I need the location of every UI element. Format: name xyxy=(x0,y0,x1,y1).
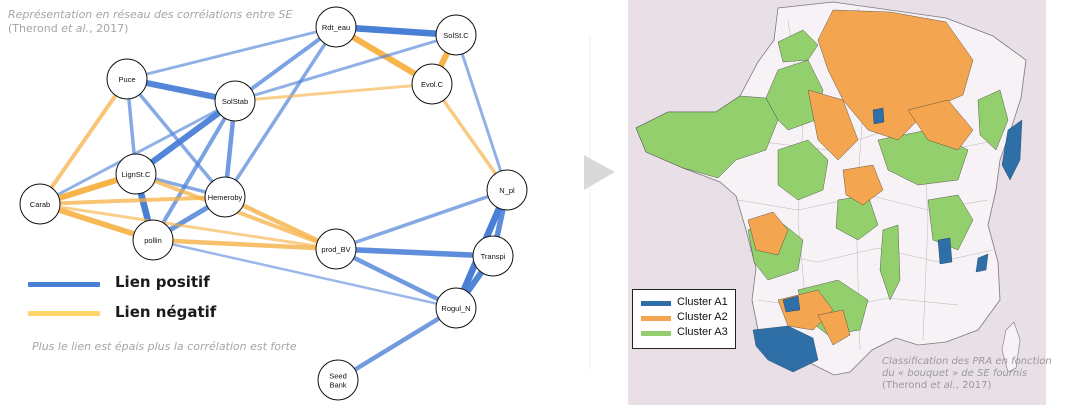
map-caption-line2: du « bouquet » de SE fournis xyxy=(882,368,1028,379)
node-circle xyxy=(411,63,453,105)
edge-positive xyxy=(132,97,239,178)
node-puce: Puce xyxy=(106,58,148,100)
node-label: LignSt.C xyxy=(122,170,151,179)
network-title: Représentation en réseau des corrélation… xyxy=(8,8,293,21)
node-lignst-c: LignSt.C xyxy=(115,153,157,195)
node-circle xyxy=(435,287,477,329)
network-reference: (Therond et al., 2017) xyxy=(8,22,129,35)
edge-negative xyxy=(38,202,338,251)
node-label: Carab xyxy=(30,200,50,209)
node-solst-c: SolSt.C xyxy=(435,14,477,56)
node-circle xyxy=(486,169,528,211)
node-circle xyxy=(106,58,148,100)
legend-positive-swatch xyxy=(28,282,100,287)
cluster-a3-label: Cluster A3 xyxy=(677,326,728,338)
edge-positive xyxy=(454,33,509,192)
cluster-a1-label: Cluster A1 xyxy=(677,296,728,308)
node-label: Evol.C xyxy=(421,80,444,89)
node-solstab: SolStab xyxy=(214,80,256,122)
node-circle xyxy=(19,183,61,225)
cluster-a2-label: Cluster A2 xyxy=(677,311,728,323)
france-map xyxy=(628,0,1046,405)
node-label: prod_BV xyxy=(321,245,350,254)
edge-positive xyxy=(151,99,237,242)
node-circle xyxy=(317,359,359,401)
node-label: Seed xyxy=(329,372,347,381)
node-label: N_pl xyxy=(499,186,515,195)
map-legend: Cluster A1 Cluster A2 Cluster A3 xyxy=(632,289,736,349)
edge-positive xyxy=(233,25,338,103)
edge-positive xyxy=(38,99,237,206)
node-rdt-eau: Rdt_eau xyxy=(315,6,357,48)
node-rogul-n: Rogul_N xyxy=(435,287,477,329)
node-label: Transpi xyxy=(481,252,506,261)
edge-positive xyxy=(335,305,459,383)
map-caption-line1: Classification des PRA en fonction xyxy=(882,356,1052,367)
network-nodes: Rdt_eau SolSt.C Puce SolStab Evol.C LignSt.C H… xyxy=(19,6,528,401)
arrow-right-icon xyxy=(584,35,615,370)
node-pollin: pollin xyxy=(132,219,174,261)
node-circle xyxy=(214,80,256,122)
node-label: Puce xyxy=(118,75,135,84)
legend-negative-swatch xyxy=(28,311,100,316)
node-carab: Carab xyxy=(19,183,61,225)
node-hemeroby: Hemeroby xyxy=(204,176,246,218)
edge-positive xyxy=(223,25,338,199)
node-label: SolStab xyxy=(222,97,248,106)
edge-positive xyxy=(233,33,458,103)
cluster-a2-swatch xyxy=(641,316,671,321)
correlation-network: Rdt_eau SolSt.C Puce SolStab Evol.C LignSt.C H… xyxy=(19,6,528,401)
node-label: Rdt_eau xyxy=(322,23,350,32)
edge-positive xyxy=(151,238,458,310)
node-label: pollin xyxy=(144,236,162,245)
node-label: SolSt.C xyxy=(443,31,469,40)
node-transpi: Transpi xyxy=(472,235,514,277)
edge-positive xyxy=(125,77,227,199)
node-evol-c: Evol.C xyxy=(411,63,453,105)
edge-negative xyxy=(38,77,129,206)
legend-negative-label: Lien négatif xyxy=(115,303,217,321)
node-label: Bank xyxy=(329,381,346,390)
edge-negative xyxy=(38,195,227,206)
node-label: Hemeroby xyxy=(208,193,243,202)
legend-positive-label: Lien positif xyxy=(115,273,210,291)
node-n-pl: N_pl xyxy=(486,169,528,211)
node-circle xyxy=(472,235,514,277)
edge-negative xyxy=(150,237,339,252)
node-label: Rogul_N xyxy=(441,304,470,313)
map-caption: Classification des PRA en fonction du « … xyxy=(882,356,1060,392)
thickness-note: Plus le lien est épais plus la corrélati… xyxy=(32,340,297,353)
node-circle xyxy=(435,14,477,56)
edge-positive xyxy=(125,25,338,81)
node-circle xyxy=(204,176,246,218)
node-circle xyxy=(315,6,357,48)
node-prod-bv: prod_BV xyxy=(315,228,357,270)
edge-positive xyxy=(333,246,496,259)
edge-positive xyxy=(333,246,459,311)
cluster-a1-swatch xyxy=(641,301,671,306)
node-circle xyxy=(115,153,157,195)
map-caption-reference: (Therond et al., 2017) xyxy=(882,380,992,391)
edge-positive xyxy=(334,188,509,251)
edge-negative xyxy=(233,82,434,103)
cluster-a3-swatch xyxy=(641,331,671,336)
node-circle xyxy=(132,219,174,261)
edge-negative xyxy=(430,82,509,192)
node-circle xyxy=(315,228,357,270)
